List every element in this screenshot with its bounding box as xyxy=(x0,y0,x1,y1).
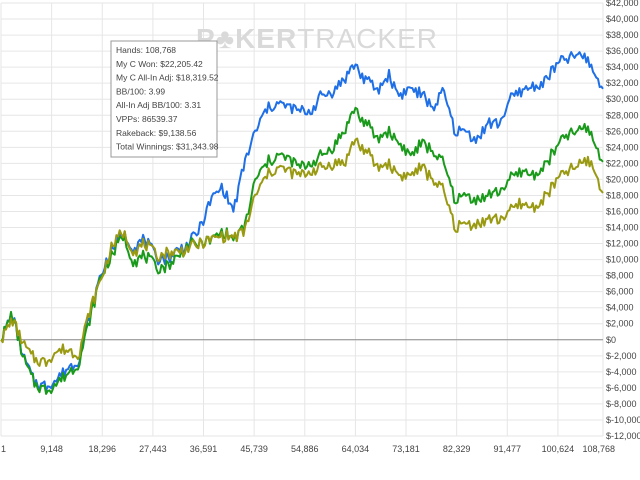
x-tick-label: 73,181 xyxy=(392,444,420,454)
x-tick-label: 108,768 xyxy=(582,444,615,454)
y-tick-label: $20,000 xyxy=(606,174,639,184)
y-tick-label: $40,000 xyxy=(606,14,639,24)
y-tick-label: $32,000 xyxy=(606,78,639,88)
x-tick-label: 27,443 xyxy=(139,444,167,454)
tooltip-box xyxy=(110,40,218,158)
svg-text:P♣KERTRACKER: P♣KERTRACKER xyxy=(196,23,438,54)
tooltip-line: My C All-In Adj: $18,319.52 xyxy=(116,73,219,83)
watermark-brand-right: TRACKER xyxy=(297,23,438,54)
y-tick-label: $-8,000 xyxy=(606,399,637,409)
y-tick-label: $26,000 xyxy=(606,126,639,136)
tooltip-line: All-In Adj BB/100: 3.31 xyxy=(116,100,201,110)
tooltip-line: Hands: 108,768 xyxy=(116,45,176,55)
y-tick-label: $-10,000 xyxy=(606,415,640,425)
y-tick-label: $6,000 xyxy=(606,287,634,297)
y-tick-label: $12,000 xyxy=(606,239,639,249)
y-tick-label: $14,000 xyxy=(606,223,639,233)
y-tick-label: $36,000 xyxy=(606,46,639,56)
y-tick-label: $16,000 xyxy=(606,206,639,216)
tooltip-line: Total Winnings: $31,343.98 xyxy=(116,142,219,152)
y-tick-label: $8,000 xyxy=(606,271,634,281)
y-tick-label: $34,000 xyxy=(606,62,639,72)
x-tick-label: 36,591 xyxy=(190,444,218,454)
y-tick-label: $-12,000 xyxy=(606,431,640,441)
tooltip-line: VPPs: 86539.37 xyxy=(116,114,178,124)
tooltip-line: BB/100: 3.99 xyxy=(116,86,165,96)
y-tick-label: $0 xyxy=(606,335,616,345)
y-tick-label: $10,000 xyxy=(606,255,639,265)
x-tick-label: 18,296 xyxy=(88,444,116,454)
y-tick-label: $24,000 xyxy=(606,142,639,152)
x-tick-label: 54,886 xyxy=(291,444,319,454)
x-tick-label: 9,148 xyxy=(40,444,63,454)
y-tick-label: $22,000 xyxy=(606,158,639,168)
y-tick-label: $2,000 xyxy=(606,319,634,329)
watermark: P♣KERTRACKER xyxy=(196,23,438,54)
x-tick-label: 91,477 xyxy=(494,444,522,454)
series-line-my-c-all-in-adj xyxy=(0,137,604,367)
series-line-my-c-won xyxy=(1,106,604,395)
x-tick-label: 64,034 xyxy=(342,444,370,454)
series-layer xyxy=(0,51,604,395)
y-tick-label: $18,000 xyxy=(606,190,639,200)
grid xyxy=(0,2,604,437)
y-tick-label: $30,000 xyxy=(606,94,639,104)
watermark-brand-mid: KER xyxy=(235,23,297,54)
x-tick-label: 100,624 xyxy=(542,444,575,454)
stats-tooltip: Hands: 108,768 My C Won: $22,205.42 My C A… xyxy=(110,40,219,158)
y-axis: $-12,000 $-10,000 $-8,000 $-6,000 $-4,000 $-2… xyxy=(606,0,640,441)
y-tick-label: $4,000 xyxy=(606,303,634,313)
tooltip-line: Rakeback: $9,138.56 xyxy=(116,128,197,138)
y-tick-label: $-4,000 xyxy=(606,367,637,377)
x-tick-label: 82,329 xyxy=(443,444,471,454)
y-tick-label: $-6,000 xyxy=(606,383,637,393)
x-tick-label: 45,739 xyxy=(240,444,268,454)
y-tick-label: $28,000 xyxy=(606,110,639,120)
y-tick-label: $-2,000 xyxy=(606,351,637,361)
x-tick-label: 1 xyxy=(1,444,6,454)
x-axis: 1 9,148 18,296 27,443 36,591 45,739 54,886 64,0… xyxy=(1,444,615,454)
tooltip-line: My C Won: $22,205.42 xyxy=(116,59,203,69)
y-tick-label: $38,000 xyxy=(606,30,639,40)
y-tick-label: $42,000 xyxy=(606,0,639,8)
